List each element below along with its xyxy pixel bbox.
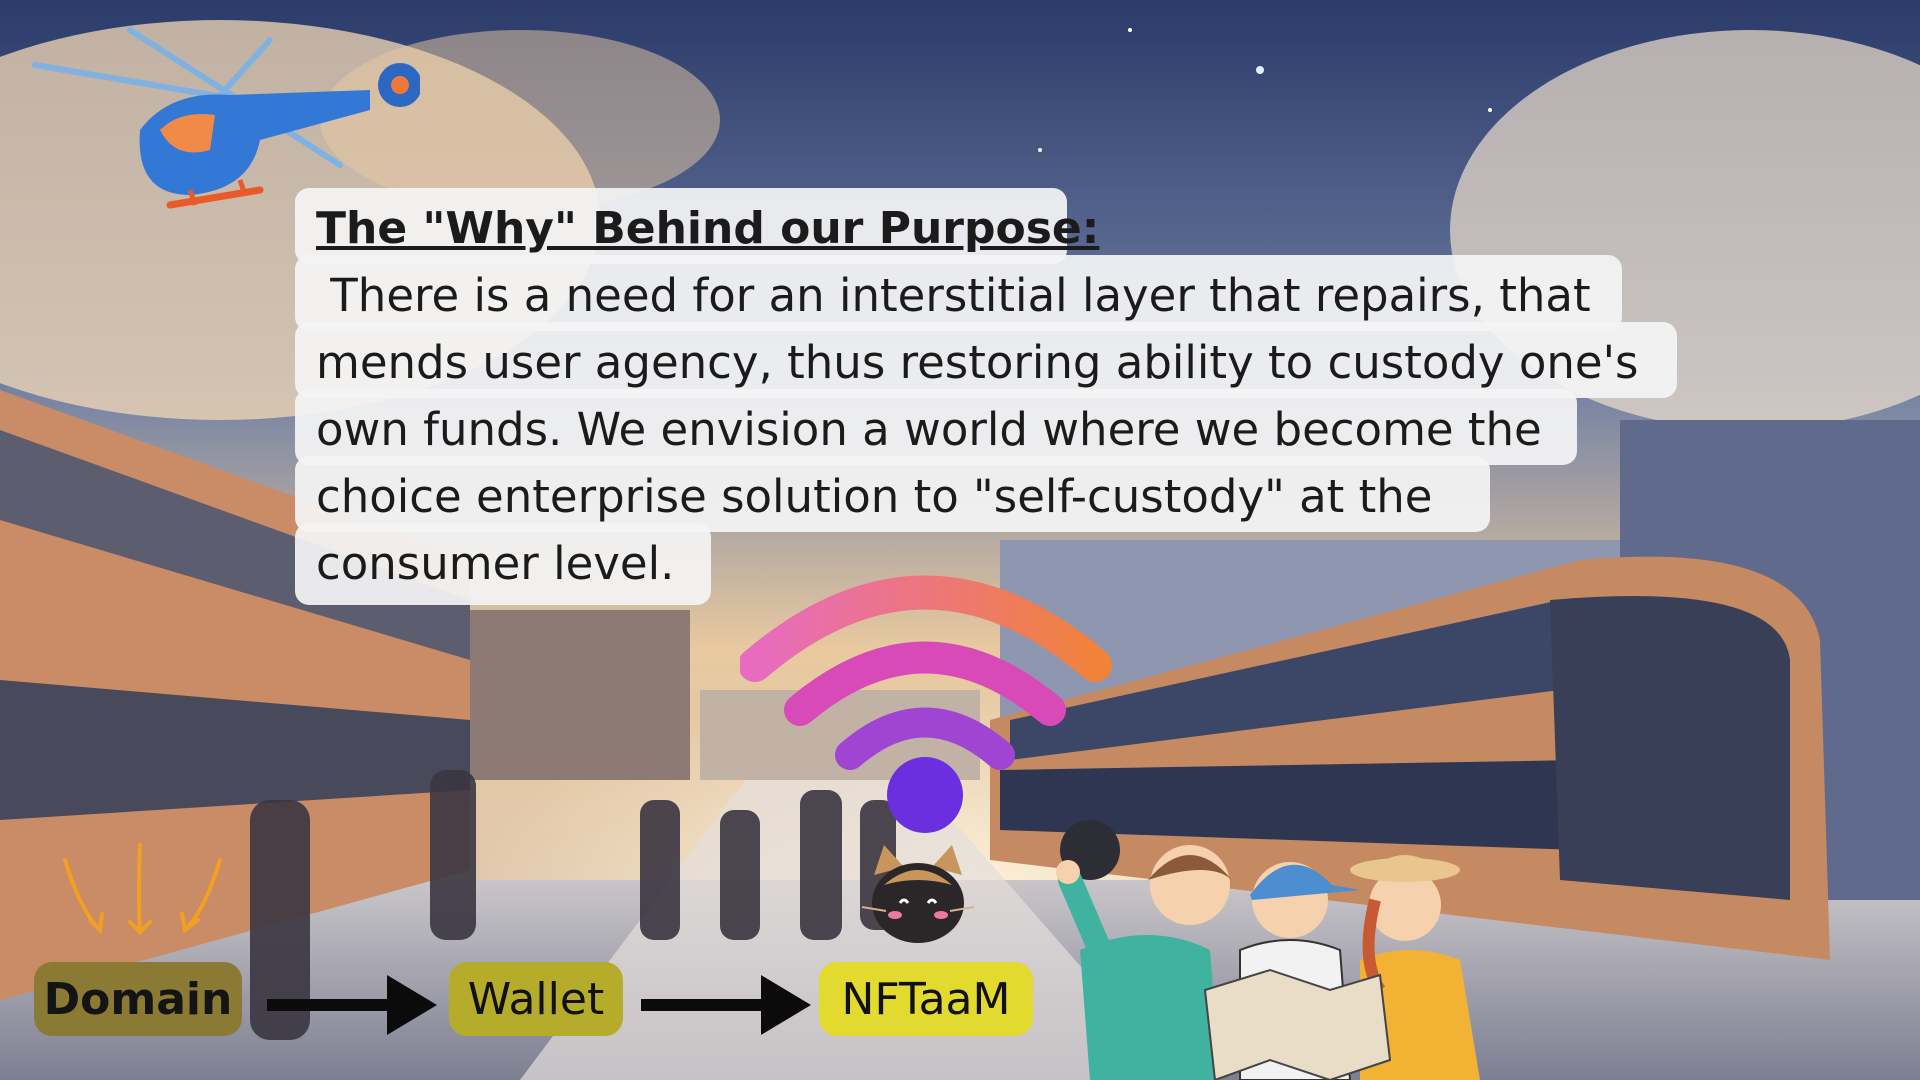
- purpose-body-line: own funds. We envision a world where we …: [316, 403, 1542, 456]
- flow-step-wallet: Wallet: [449, 962, 623, 1036]
- purpose-body-line: mends user agency, thus restoring abilit…: [316, 336, 1639, 389]
- purpose-body-line: There is a need for an interstitial laye…: [316, 269, 1591, 322]
- helicopter-icon: [32, 27, 420, 209]
- purpose-body-line: consumer level.: [316, 537, 675, 590]
- travelers-illustration: [1056, 845, 1480, 1080]
- right-arrow-icon: [641, 975, 811, 1035]
- flow-step-domain: Domain: [34, 962, 242, 1036]
- purpose-heading: The "Why" Behind our Purpose:: [316, 203, 1100, 254]
- cat-icon: [862, 845, 974, 943]
- purpose-body-line: choice enterprise solution to "self-cust…: [316, 470, 1433, 523]
- right-arrow-icon: [267, 975, 437, 1035]
- down-arrows-icon: [63, 843, 222, 935]
- flow-step-nftaam: NFTaaM: [819, 962, 1033, 1036]
- wifi-icon: [740, 575, 1112, 833]
